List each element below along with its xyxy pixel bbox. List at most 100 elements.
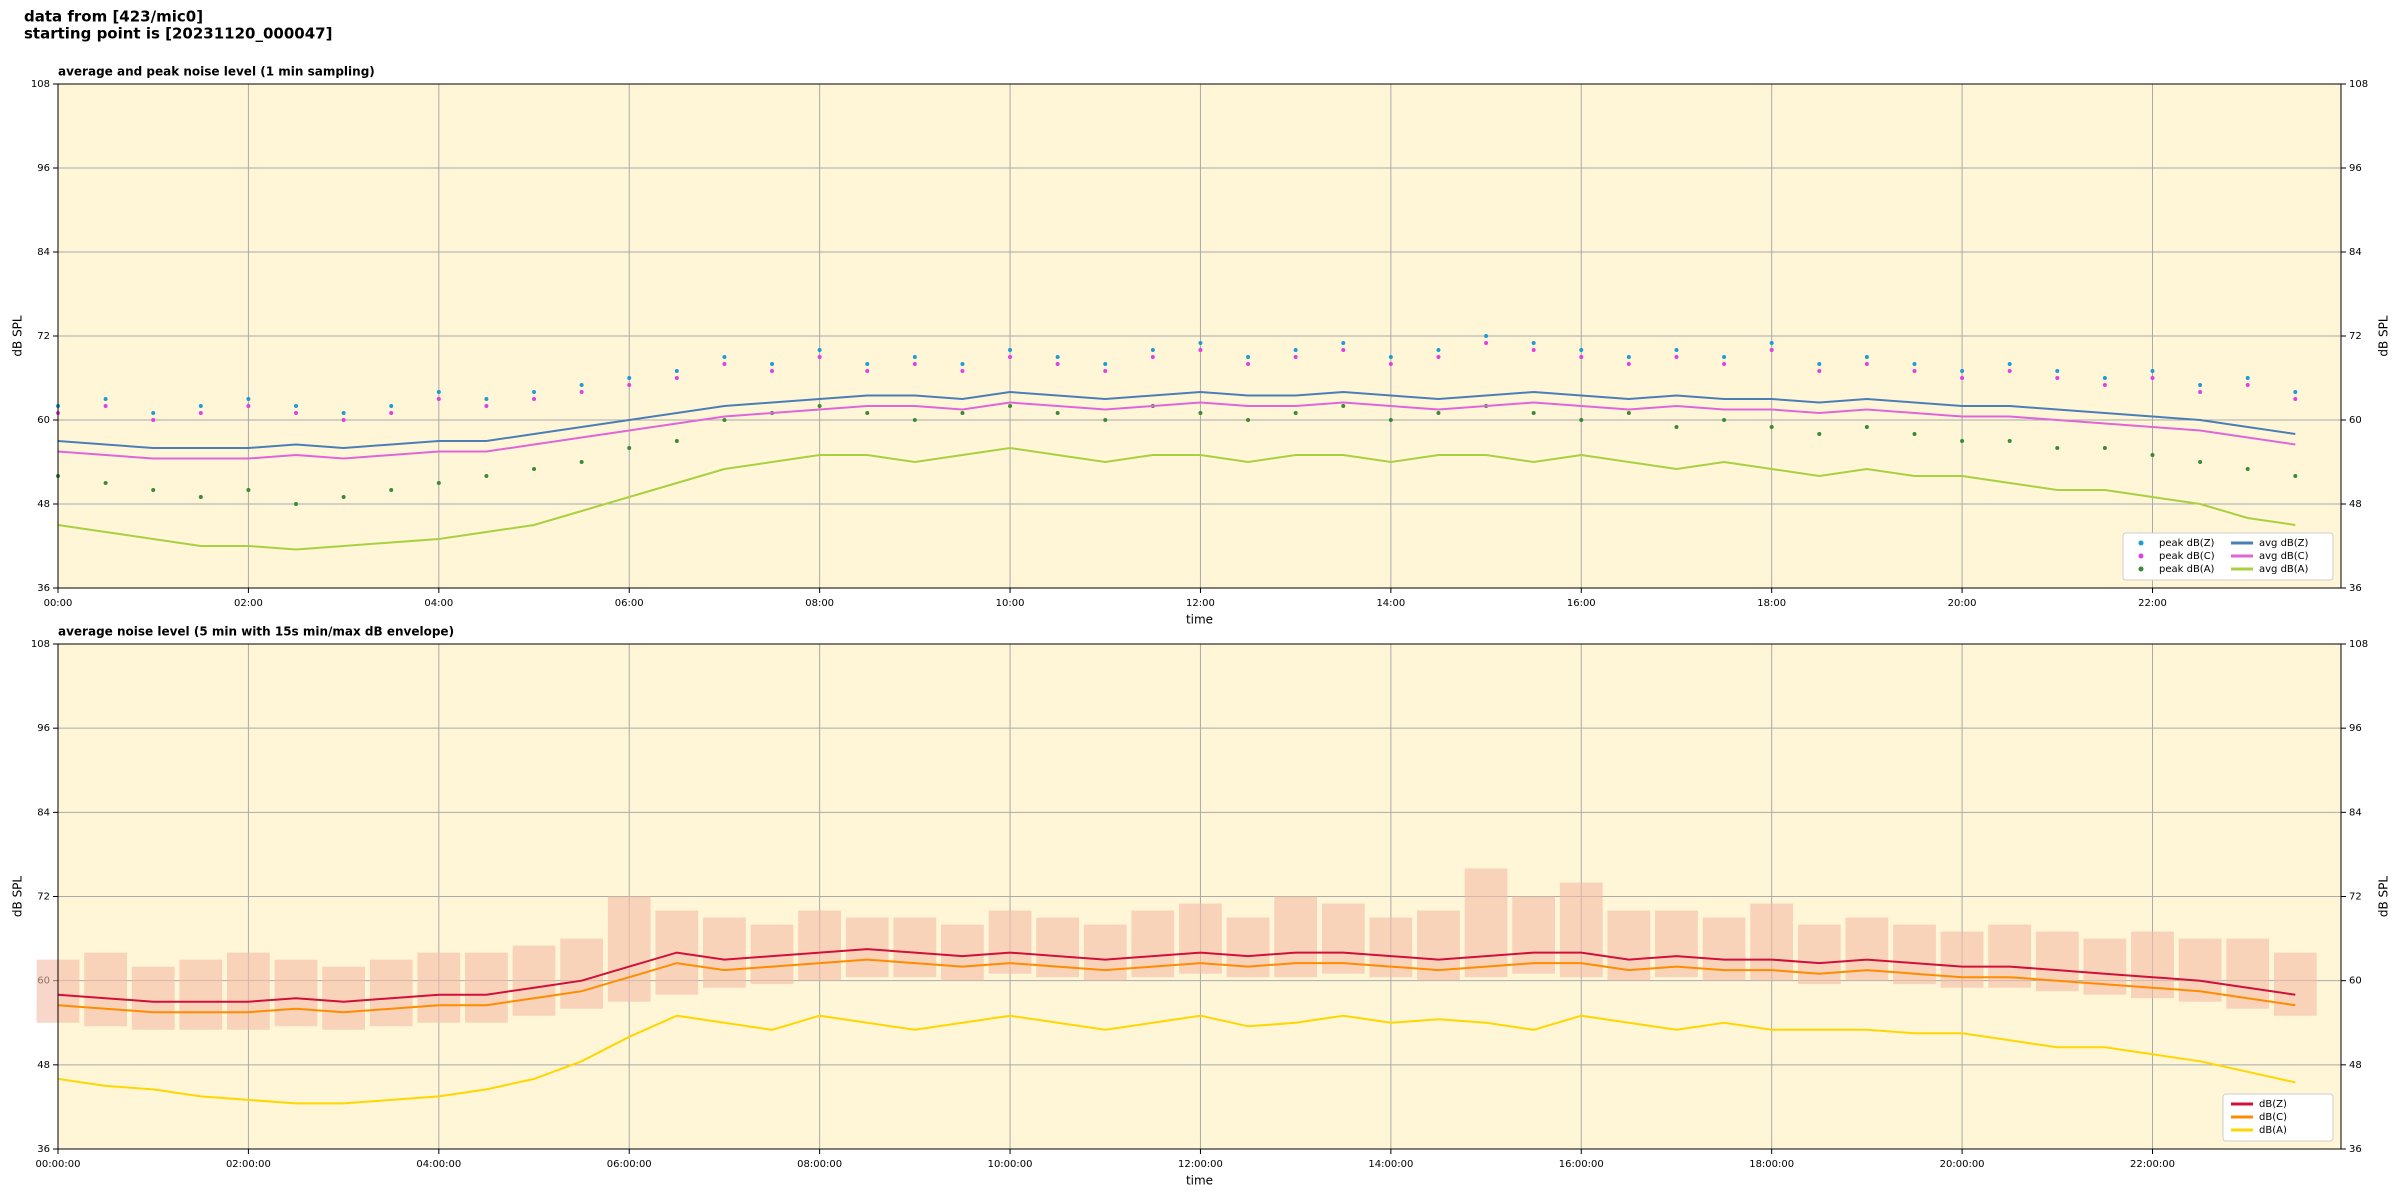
envelope-band bbox=[179, 959, 223, 1030]
peak-point bbox=[674, 376, 679, 380]
y2-tick-label: 48 bbox=[2349, 499, 2362, 510]
envelope-band bbox=[1797, 924, 1841, 985]
legend-label: avg dB(C) bbox=[2259, 551, 2309, 562]
envelope-band bbox=[845, 917, 889, 978]
envelope-band bbox=[703, 917, 746, 988]
envelope-band bbox=[274, 959, 318, 1027]
peak-point bbox=[151, 418, 156, 422]
peak-point bbox=[722, 418, 727, 422]
peak-point bbox=[389, 404, 394, 408]
peak-point bbox=[1626, 355, 1631, 359]
peak-point bbox=[1436, 411, 1441, 415]
peak-point bbox=[1912, 362, 1917, 366]
peak-point bbox=[865, 411, 870, 415]
envelope-band bbox=[84, 952, 128, 1027]
envelope-band bbox=[1464, 868, 1508, 978]
peak-point bbox=[1436, 348, 1441, 352]
peak-point bbox=[770, 362, 775, 366]
peak-point bbox=[2198, 390, 2203, 394]
peak-point bbox=[1341, 341, 1346, 345]
peak-point bbox=[817, 348, 822, 352]
x-tick-label: 14:00 bbox=[1376, 598, 1405, 609]
y2-tick-label: 96 bbox=[2349, 723, 2362, 734]
peak-point bbox=[1864, 355, 1869, 359]
peak-point bbox=[1103, 418, 1108, 422]
y-axis-label: dB SPL bbox=[11, 876, 25, 918]
plot-frame bbox=[57, 643, 2342, 1150]
peak-point bbox=[627, 383, 632, 387]
peak-point bbox=[2293, 474, 2298, 478]
peak-point bbox=[1055, 355, 1060, 359]
y-tick-label: 108 bbox=[31, 639, 50, 650]
peak-point bbox=[1293, 411, 1298, 415]
peak-point bbox=[294, 502, 299, 506]
peak-point bbox=[2007, 362, 2012, 366]
series-line bbox=[57, 1014, 2296, 1105]
x-tick-label: 14:00:00 bbox=[1368, 1159, 1413, 1170]
peak-point bbox=[627, 376, 632, 380]
peak-point bbox=[1150, 348, 1155, 352]
envelope-band bbox=[131, 966, 175, 1030]
y-tick-label: 48 bbox=[37, 1060, 50, 1071]
peak-point bbox=[1103, 362, 1108, 366]
y-tick-label: 72 bbox=[37, 892, 50, 903]
legend-marker bbox=[2138, 540, 2144, 546]
series-line bbox=[57, 446, 2296, 551]
legend-label: dB(Z) bbox=[2259, 1099, 2287, 1110]
peak-point bbox=[1579, 348, 1584, 352]
envelope-band bbox=[227, 952, 270, 1030]
peak-point bbox=[198, 411, 203, 415]
peak-point bbox=[1912, 369, 1917, 373]
peak-point bbox=[1769, 341, 1774, 345]
y2-tick-label: 84 bbox=[2349, 807, 2362, 818]
legend-label: peak dB(A) bbox=[2159, 564, 2215, 575]
x-tick-label: 18:00 bbox=[1757, 598, 1786, 609]
plot-frame bbox=[57, 83, 2342, 589]
peak-point bbox=[2150, 376, 2155, 380]
legend-marker bbox=[2138, 553, 2144, 559]
peak-point bbox=[1531, 411, 1536, 415]
y2-tick-label: 72 bbox=[2349, 892, 2362, 903]
peak-point bbox=[2055, 446, 2060, 450]
y2-tick-label: 36 bbox=[2349, 1144, 2362, 1155]
peak-point bbox=[579, 460, 584, 464]
y2-tick-label: 36 bbox=[2349, 583, 2362, 594]
peak-point bbox=[960, 362, 965, 366]
x-tick-label: 20:00 bbox=[1948, 598, 1977, 609]
peak-point bbox=[2245, 383, 2250, 387]
peak-point bbox=[1722, 355, 1727, 359]
peak-point bbox=[1864, 425, 1869, 429]
peak-point bbox=[484, 397, 489, 401]
peak-point bbox=[817, 404, 822, 408]
peak-point bbox=[1674, 355, 1679, 359]
peak-point bbox=[2007, 439, 2012, 443]
peak-point bbox=[103, 481, 108, 485]
peak-point bbox=[1960, 369, 1965, 373]
peak-point bbox=[198, 495, 203, 499]
envelope-band bbox=[1702, 917, 1746, 981]
peak-point bbox=[2245, 376, 2250, 380]
y-tick-label: 96 bbox=[37, 723, 50, 734]
y2-tick-label: 48 bbox=[2349, 1060, 2362, 1071]
envelope-band bbox=[1559, 882, 1603, 978]
peak-point bbox=[1008, 348, 1013, 352]
peak-point bbox=[1769, 425, 1774, 429]
envelope-band bbox=[512, 945, 556, 1016]
x-tick-label: 06:00:00 bbox=[607, 1159, 652, 1170]
peak-point bbox=[103, 397, 108, 401]
x-tick-label: 00:00:00 bbox=[36, 1159, 81, 1170]
legend-label: peak dB(Z) bbox=[2159, 538, 2215, 549]
peak-point bbox=[1388, 362, 1393, 366]
peak-point bbox=[1341, 348, 1346, 352]
x-tick-label: 22:00 bbox=[2138, 598, 2167, 609]
envelope-band bbox=[941, 924, 984, 981]
peak-point bbox=[436, 390, 441, 394]
peak-point bbox=[532, 467, 537, 471]
peak-point bbox=[1055, 362, 1060, 366]
y2-tick-label: 84 bbox=[2349, 247, 2362, 258]
envelope-band bbox=[417, 952, 461, 1023]
peak-point bbox=[1246, 362, 1251, 366]
envelope-band bbox=[607, 896, 651, 1002]
peak-point bbox=[341, 418, 346, 422]
peak-point bbox=[246, 397, 251, 401]
